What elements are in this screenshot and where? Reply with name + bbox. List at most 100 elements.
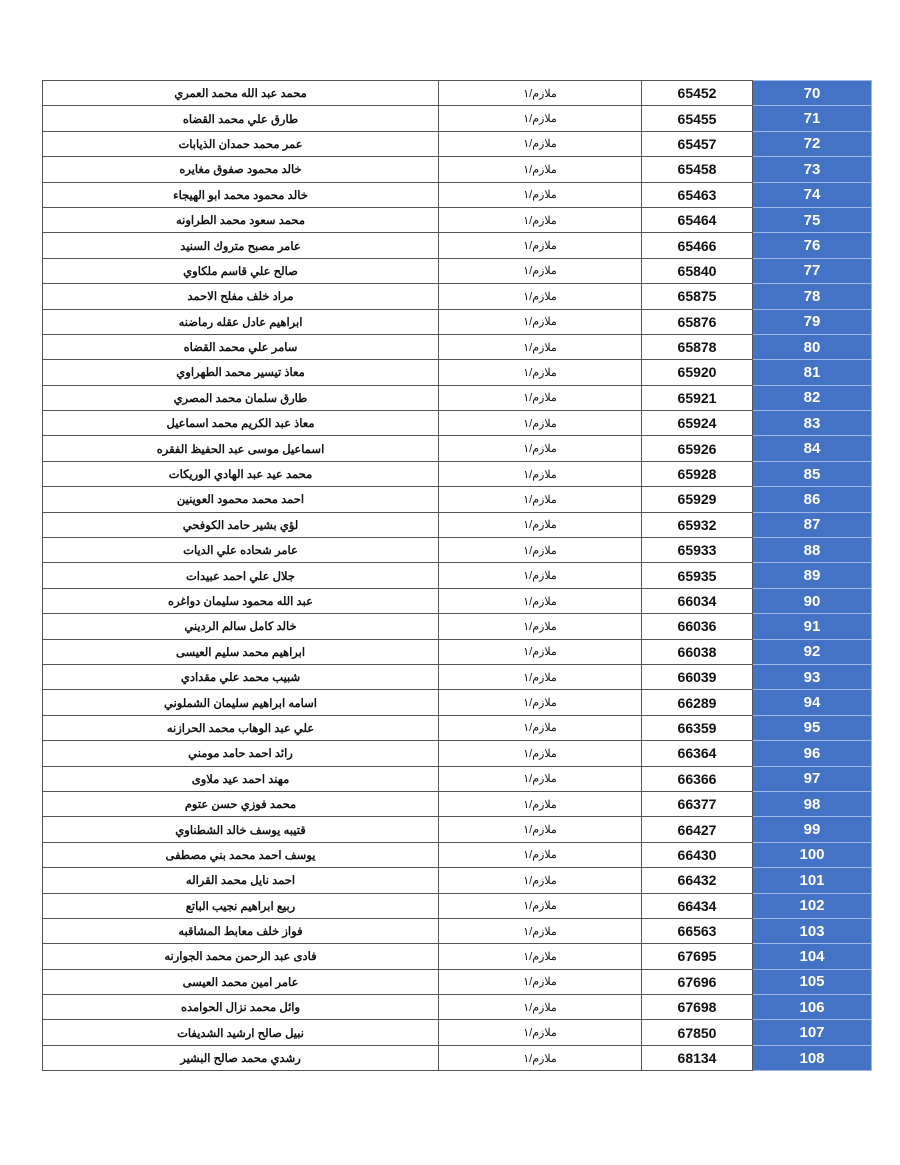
table-row: رائد احمد حامد مومني ملازم/١ 66364 96 [42, 740, 872, 767]
rank-cell: ملازم/١ [438, 841, 642, 869]
table-row: عامر امين محمد العيسى ملازم/١ 67696 105 [42, 968, 872, 996]
table-row: مهند احمد عيد ملاوى ملازم/١ 66366 97 [42, 765, 872, 792]
index-cell: 105 [752, 968, 872, 996]
rank-cell: ملازم/١ [438, 283, 642, 310]
index-cell: 77 [752, 257, 872, 285]
index-cell: 95 [752, 714, 872, 742]
table-row: مراد خلف مفلح الاحمد ملازم/١ 65875 78 [42, 283, 872, 310]
rank-cell: ملازم/١ [438, 384, 642, 412]
index-cell: 94 [752, 689, 872, 716]
number-cell: 66038 [641, 638, 753, 665]
name-cell: عامر امين محمد العيسى [42, 968, 439, 996]
index-cell: 96 [752, 740, 872, 767]
table-row: نبيل صالح ارشيد الشديفات ملازم/١ 67850 107 [42, 1019, 872, 1046]
index-cell: 84 [752, 435, 872, 462]
index-cell: 72 [752, 130, 872, 158]
number-cell: 67695 [641, 943, 753, 970]
rank-cell: ملازم/١ [438, 333, 642, 361]
index-cell: 75 [752, 206, 872, 234]
table-row: محمد عبد الله محمد العمري ملازم/١ 65452 70 [42, 79, 872, 107]
rank-cell: ملازم/١ [438, 181, 642, 208]
table-row: طارق علي محمد القضاه ملازم/١ 65455 71 [42, 105, 872, 132]
rank-cell: ملازم/١ [438, 105, 642, 132]
rank-cell: ملازم/١ [438, 359, 642, 386]
rank-cell: ملازم/١ [438, 156, 642, 183]
number-cell: 65457 [641, 130, 753, 158]
index-cell: 73 [752, 156, 872, 183]
number-cell: 67698 [641, 994, 753, 1021]
table-row: احمد محمد محمود العوينين ملازم/١ 65929 86 [42, 486, 872, 513]
name-cell: فادى عبد الرحمن محمد الجوارنه [42, 943, 439, 970]
index-cell: 100 [752, 841, 872, 869]
rank-cell: ملازم/١ [438, 1019, 642, 1046]
table-row: خالد كامل سالم الرديني ملازم/١ 66036 91 [42, 613, 872, 640]
table-row: خالد محمود محمد ابو الهيجاء ملازم/١ 65463 7… [42, 181, 872, 208]
name-cell: محمد فوزي حسن عتوم [42, 790, 439, 818]
table-row: يوسف احمد محمد بني مصطفى ملازم/١ 66430 100 [42, 841, 872, 869]
rank-cell: ملازم/١ [438, 663, 642, 691]
name-cell: فواز خلف معابط المشاقبه [42, 917, 439, 945]
number-cell: 68134 [641, 1044, 753, 1072]
number-cell: 65878 [641, 333, 753, 361]
index-cell: 86 [752, 486, 872, 513]
name-cell: نبيل صالح ارشيد الشديفات [42, 1019, 439, 1046]
number-cell: 66034 [641, 587, 753, 615]
index-cell: 104 [752, 943, 872, 970]
number-cell: 66434 [641, 892, 753, 919]
number-cell: 65452 [641, 79, 753, 107]
name-cell: اسامه ابراهيم سليمان الشملوني [42, 689, 439, 716]
name-cell: رشدي محمد صالح البشير [42, 1044, 439, 1072]
table-row: خالد محمود صفوق مغايره ملازم/١ 65458 73 [42, 156, 872, 183]
number-cell: 66364 [641, 740, 753, 767]
rank-cell: ملازم/١ [438, 308, 642, 335]
name-cell: خالد محمود صفوق مغايره [42, 156, 439, 183]
name-cell: ابراهيم محمد سليم العيسى [42, 638, 439, 665]
number-cell: 65463 [641, 181, 753, 208]
rank-cell: ملازم/١ [438, 206, 642, 234]
number-cell: 66432 [641, 867, 753, 894]
number-cell: 65935 [641, 562, 753, 589]
table-row: ابراهيم عادل عقله رماضنه ملازم/١ 65876 79 [42, 308, 872, 335]
rank-cell: ملازم/١ [438, 917, 642, 945]
table-row: صالح علي قاسم ملكاوي ملازم/١ 65840 77 [42, 257, 872, 285]
number-cell: 65929 [641, 486, 753, 513]
rank-cell: ملازم/١ [438, 537, 642, 564]
table-row: لؤي بشير حامد الكوفحي ملازم/١ 65932 87 [42, 511, 872, 539]
number-cell: 66039 [641, 663, 753, 691]
index-cell: 71 [752, 105, 872, 132]
number-cell: 66359 [641, 714, 753, 742]
index-cell: 74 [752, 181, 872, 208]
table-row: فواز خلف معابط المشاقبه ملازم/١ 66563 103 [42, 917, 872, 945]
number-cell: 65924 [641, 410, 753, 437]
name-cell: محمد عيد عبد الهادي الوريكات [42, 460, 439, 488]
number-cell: 66563 [641, 917, 753, 945]
index-cell: 106 [752, 994, 872, 1021]
index-cell: 83 [752, 410, 872, 437]
index-cell: 90 [752, 587, 872, 615]
name-cell: طارق سلمان محمد المصري [42, 384, 439, 412]
table-row: عامر شحاده علي الديات ملازم/١ 65933 88 [42, 537, 872, 564]
table-row: وائل محمد نزال الحوامده ملازم/١ 67698 106 [42, 994, 872, 1021]
rank-cell: ملازم/١ [438, 257, 642, 285]
index-cell: 78 [752, 283, 872, 310]
index-cell: 87 [752, 511, 872, 539]
number-cell: 66366 [641, 765, 753, 792]
table-row: علي عبد الوهاب محمد الحرازنه ملازم/١ 66359… [42, 714, 872, 742]
index-cell: 101 [752, 867, 872, 894]
rank-cell: ملازم/١ [438, 867, 642, 894]
name-cell: عمر محمد حمدان الذيابات [42, 130, 439, 158]
rank-cell: ملازم/١ [438, 130, 642, 158]
table-row: محمد فوزي حسن عتوم ملازم/١ 66377 98 [42, 790, 872, 818]
table-row: فادى عبد الرحمن محمد الجوارنه ملازم/١ 6769… [42, 943, 872, 970]
number-cell: 66377 [641, 790, 753, 818]
name-cell: قتيبه يوسف خالد الشطناوي [42, 816, 439, 843]
name-cell: صالح علي قاسم ملكاوي [42, 257, 439, 285]
number-cell: 65876 [641, 308, 753, 335]
index-cell: 102 [752, 892, 872, 919]
table-row: شبيب محمد علي مقدادي ملازم/١ 66039 93 [42, 663, 872, 691]
name-cell: مهند احمد عيد ملاوى [42, 765, 439, 792]
index-cell: 85 [752, 460, 872, 488]
rank-cell: ملازم/١ [438, 714, 642, 742]
table-row: معاذ عبد الكريم محمد اسماعيل ملازم/١ 65924… [42, 410, 872, 437]
number-cell: 65464 [641, 206, 753, 234]
